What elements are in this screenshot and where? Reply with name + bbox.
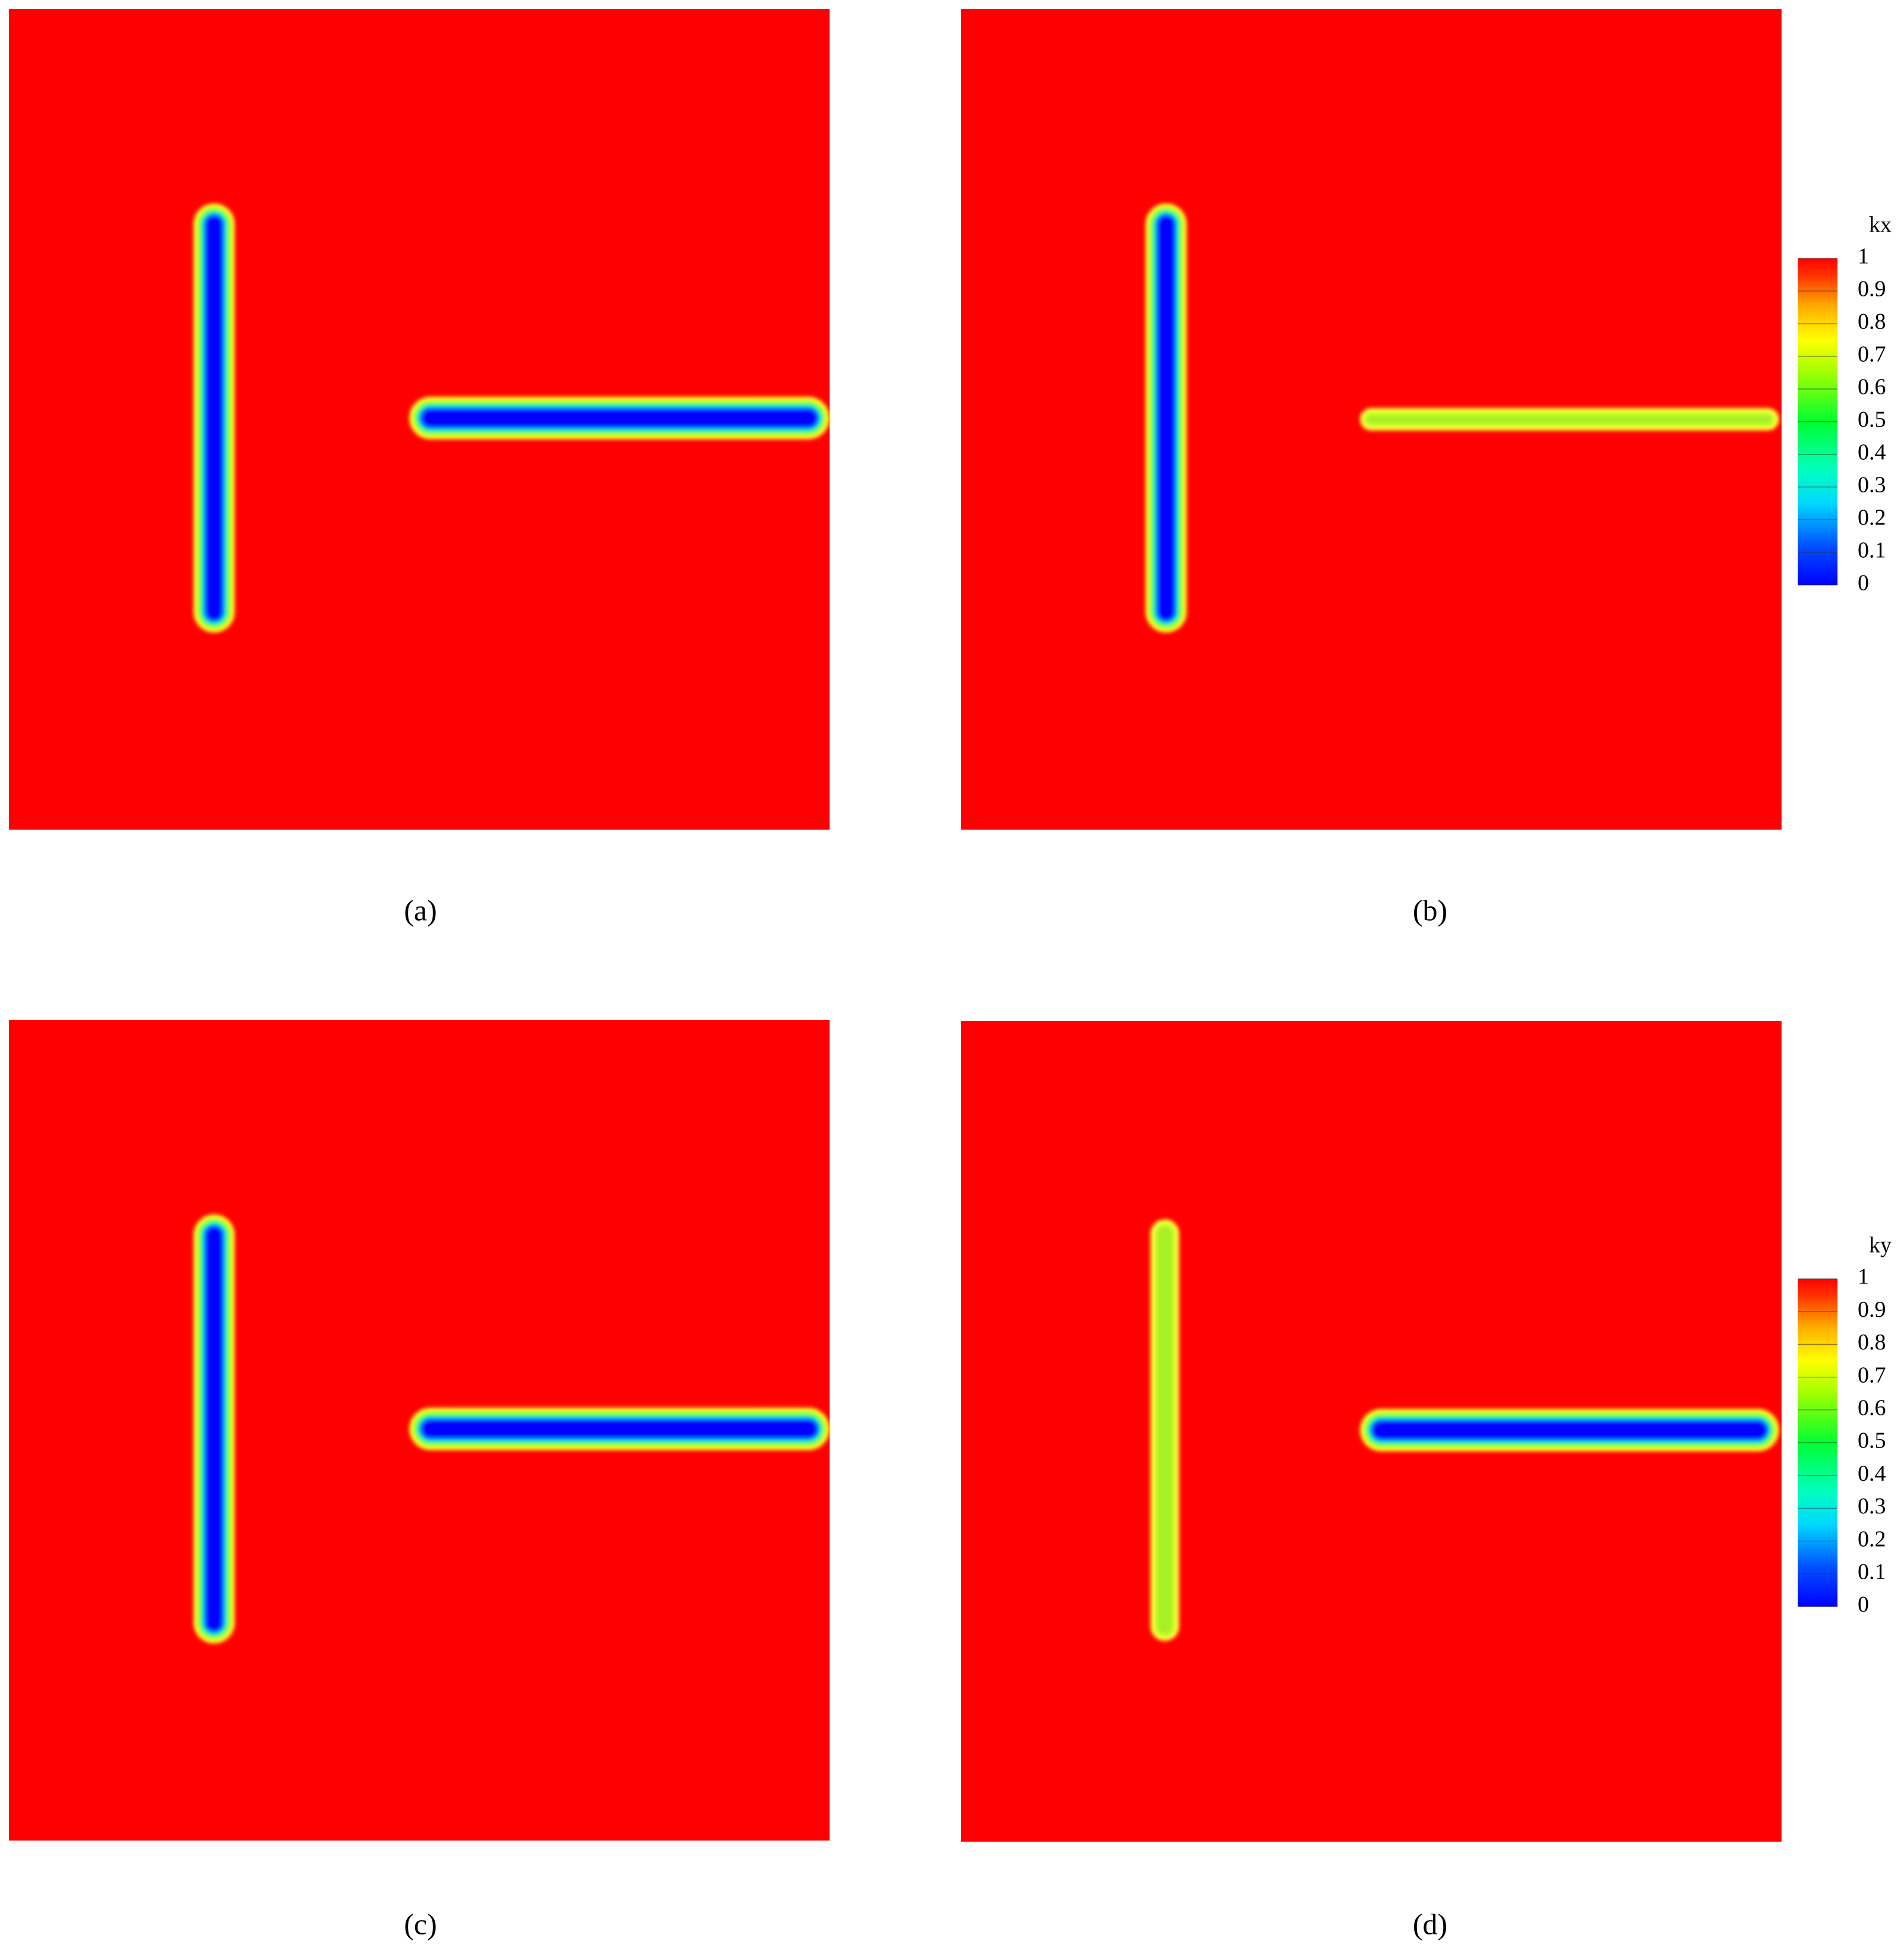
colorbar-tick-label: 0	[1858, 571, 1869, 596]
colorbar-tick-label: 0.1	[1858, 538, 1886, 563]
fracture-band	[205, 215, 223, 621]
colorbar-tick-label: 0.8	[1858, 309, 1886, 334]
fracture	[193, 1214, 235, 1643]
colorbar-tick-label: 0.5	[1858, 407, 1886, 432]
fracture	[193, 203, 235, 633]
colorbar-tick-label: 0.5	[1858, 1428, 1886, 1453]
panel-label: (a)	[404, 893, 437, 927]
fracture-band	[1157, 215, 1175, 621]
colorbar-tick-label: 0.7	[1858, 342, 1886, 367]
fracture-band	[1367, 415, 1773, 424]
colorbar-tick-label: 0.4	[1858, 440, 1886, 465]
colorbar-tick-label: 0.3	[1858, 473, 1886, 498]
fracture	[1145, 203, 1187, 633]
fracture	[409, 397, 830, 440]
colorbar-tick-label: 0.2	[1858, 505, 1886, 530]
colorbar-tick-label: 1	[1858, 1264, 1869, 1289]
fracture-band	[1157, 1226, 1172, 1635]
colorbar-tick-label: 0.9	[1858, 1297, 1886, 1322]
fracture	[1150, 1219, 1179, 1641]
colorbar-tick-label: 0.7	[1858, 1362, 1886, 1387]
fracture	[409, 1408, 830, 1450]
colorbar-tick-label: 1	[1858, 244, 1869, 269]
contour-panel	[961, 9, 1782, 830]
fracture-band	[421, 409, 818, 428]
panel-label: (b)	[1413, 893, 1447, 927]
colorbar-tick-label: 0.3	[1858, 1494, 1886, 1519]
colorbar-tick-label: 0.8	[1858, 1330, 1886, 1355]
contour-panel	[961, 1021, 1782, 1842]
colorbar-tick-label: 0.2	[1858, 1526, 1886, 1551]
fracture-band	[421, 1420, 818, 1439]
colorbar-tick-label: 0.9	[1858, 277, 1886, 302]
colorbar-tick-label: 0.1	[1858, 1560, 1886, 1585]
colorbar-title: ky	[1869, 1233, 1892, 1258]
colorbar-tick-label: 0.6	[1858, 1396, 1886, 1421]
colorbar-tick-label: 0.6	[1858, 375, 1886, 400]
panel-label: (d)	[1413, 1907, 1447, 1940]
contour-panel	[9, 9, 830, 830]
fracture	[1360, 1409, 1779, 1452]
colorbar-tick-label: 0	[1858, 1592, 1869, 1617]
contour-panel	[9, 1020, 830, 1841]
fracture-band	[1371, 1421, 1767, 1440]
fracture	[1360, 408, 1779, 431]
panel-label: (c)	[404, 1907, 437, 1940]
colorbar-title: kx	[1869, 213, 1892, 238]
colorbar-tick-label: 0.4	[1858, 1461, 1886, 1486]
fracture-band	[205, 1226, 223, 1632]
